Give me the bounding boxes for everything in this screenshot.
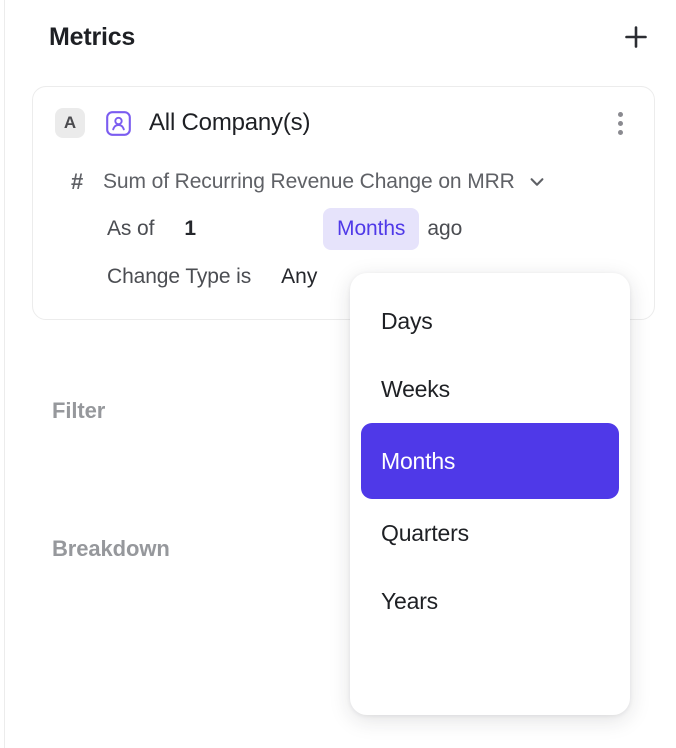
hash-icon: #: [71, 169, 84, 194]
left-rail-divider: [4, 0, 5, 748]
change-type-row: Change Type is Any: [33, 253, 654, 301]
breakdown-section-label: Breakdown: [52, 536, 170, 561]
plus-icon: [622, 23, 650, 51]
dropdown-option-days[interactable]: Days: [381, 307, 433, 334]
filter-section-label: Filter: [52, 398, 106, 423]
change-type-label: Change Type is: [107, 265, 252, 288]
metric-definition-row: # Sum of Recurring Revenue Change on MRR: [33, 159, 654, 205]
page-title: Metrics: [49, 22, 136, 51]
kebab-menu-icon[interactable]: [606, 109, 634, 137]
as-of-suffix-label: ago: [427, 217, 463, 240]
metric-card-header-row: A All Company(s): [33, 87, 654, 159]
as-of-amount-value[interactable]: 1: [184, 217, 197, 240]
chevron-down-icon[interactable]: [527, 172, 547, 192]
dropdown-option-weeks[interactable]: Weeks: [381, 375, 450, 402]
metric-card-heading: All Company(s): [149, 109, 311, 136]
as-of-row: As of 1 Months ago: [33, 205, 654, 253]
time-unit-dropdown[interactable]: Days Weeks Months Quarters Years: [350, 273, 630, 715]
metric-name-label[interactable]: Sum of Recurring Revenue Change on MRR: [103, 170, 515, 193]
panel-header: Metrics: [5, 0, 676, 74]
dropdown-option-years[interactable]: Years: [381, 587, 438, 614]
as-of-unit-value[interactable]: Months: [323, 208, 420, 250]
add-metric-button[interactable]: [618, 19, 654, 55]
person-in-box-icon: [105, 110, 132, 137]
dropdown-option-months[interactable]: Months: [361, 423, 619, 499]
dropdown-option-quarters[interactable]: Quarters: [381, 519, 469, 546]
as-of-label: As of: [107, 217, 155, 240]
metric-letter-badge: A: [55, 108, 85, 138]
change-type-value[interactable]: Any: [281, 265, 318, 288]
